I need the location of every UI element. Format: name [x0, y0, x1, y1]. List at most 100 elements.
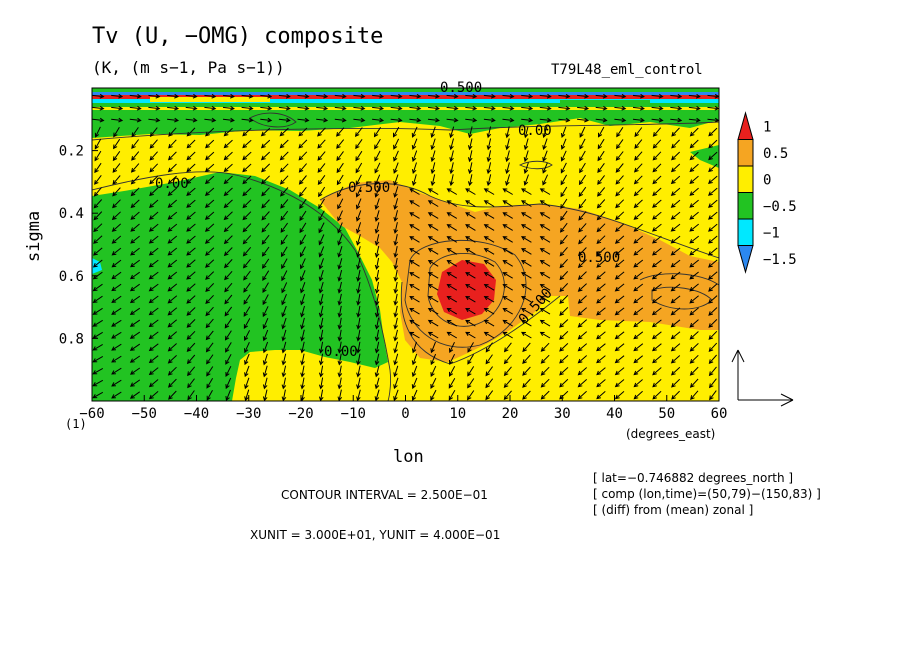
wind-vector [465, 236, 476, 243]
wind-vector [300, 282, 306, 294]
wind-vector [374, 138, 381, 150]
wind-vector [652, 127, 662, 137]
wind-vector [670, 366, 681, 376]
wind-vector [579, 162, 586, 174]
wind-vector [374, 222, 380, 234]
wind-vector [167, 105, 180, 111]
wind-vector [483, 331, 495, 339]
wind-vector [223, 211, 233, 221]
wind-vector [131, 151, 140, 161]
wind-vector [486, 150, 492, 163]
wind-vector [356, 257, 361, 270]
wind-vector [708, 211, 718, 220]
wind-vector [374, 365, 380, 378]
vector-units: XUNIT = 3.000E+01, YUNIT = 4.000E−01 [250, 528, 501, 542]
wind-vector [111, 295, 122, 303]
wind-vector [596, 247, 606, 256]
wind-vector [374, 234, 380, 246]
wind-vector [670, 199, 681, 208]
wind-vector [93, 211, 103, 221]
wind-vector [560, 198, 568, 210]
wind-vector [186, 175, 196, 185]
wind-vector [651, 331, 662, 340]
wind-vector [167, 199, 178, 208]
wind-vector [634, 139, 643, 149]
wind-vector [242, 151, 252, 161]
wind-vector [93, 187, 102, 197]
wind-vector [205, 127, 215, 137]
wind-vector [521, 272, 532, 279]
wind-vector [633, 235, 644, 244]
wind-vector [539, 307, 551, 315]
wind-vector [411, 341, 417, 354]
wind-vector [503, 378, 512, 388]
wind-vector [689, 354, 699, 364]
chart-subtitle: (K, (m s−1, Pa s−1)) [92, 58, 285, 77]
wind-vector [393, 162, 399, 174]
wind-vector [485, 378, 494, 389]
wind-vector [186, 319, 196, 328]
wind-vector [92, 319, 103, 327]
wind-vector [281, 317, 287, 330]
wind-vector [186, 151, 196, 161]
wind-vector [374, 329, 380, 342]
wind-vector [651, 319, 662, 328]
wind-vector [224, 306, 233, 317]
wind-vector [317, 163, 326, 173]
wind-vector [596, 235, 606, 245]
wind-vector [540, 342, 550, 352]
wind-vector [633, 343, 644, 352]
field-top-noise [92, 88, 719, 114]
wind-vector [298, 151, 308, 161]
wind-vector [671, 139, 680, 149]
wind-vector [204, 117, 217, 123]
wind-vector [597, 163, 605, 174]
wind-vector [465, 307, 476, 315]
wind-vector [539, 283, 551, 291]
wind-vector [316, 105, 329, 111]
colorbar-segment [737, 165, 754, 193]
wind-vector [651, 93, 664, 99]
wind-vector [148, 379, 159, 388]
wind-vector [483, 283, 495, 291]
wind-vector [374, 353, 380, 366]
wind-vector [523, 162, 529, 174]
wind-vector [633, 307, 644, 316]
wind-vector [356, 365, 361, 378]
wind-vector [542, 150, 548, 162]
wind-vector [280, 246, 288, 258]
wind-vector [446, 260, 458, 267]
wind-vector [337, 258, 343, 270]
wind-vector [300, 305, 305, 318]
wind-vector [465, 319, 476, 327]
wind-vector [93, 247, 103, 256]
wind-vector [670, 235, 681, 244]
wind-vector [204, 163, 215, 173]
wind-vector [204, 93, 217, 99]
wind-vector [337, 293, 343, 306]
wind-vector [129, 117, 142, 123]
wind-vector [614, 247, 625, 256]
wind-vector [393, 198, 399, 210]
wind-vector [430, 353, 437, 366]
bottom-level-marker: (1) [65, 417, 87, 431]
wind-vector [579, 138, 586, 150]
wind-vector [374, 269, 380, 282]
wind-vector [393, 281, 399, 294]
wind-vector [186, 259, 196, 268]
wind-vector [262, 377, 268, 390]
wind-vector [167, 187, 178, 196]
wind-vector [578, 174, 587, 186]
wind-vector [427, 248, 439, 255]
wind-vector [505, 150, 510, 163]
wind-vector [355, 210, 362, 222]
wind-vector [689, 319, 699, 328]
wind-vector [446, 319, 458, 327]
wind-vector [111, 367, 122, 375]
info-composite: [ comp (lon,time)=(50,79)−(150,83) ] [593, 487, 821, 501]
wind-vector [577, 343, 588, 352]
wind-vector [578, 235, 587, 245]
wind-vector [708, 378, 717, 389]
wind-vector [299, 198, 307, 209]
wind-vector [483, 93, 496, 99]
